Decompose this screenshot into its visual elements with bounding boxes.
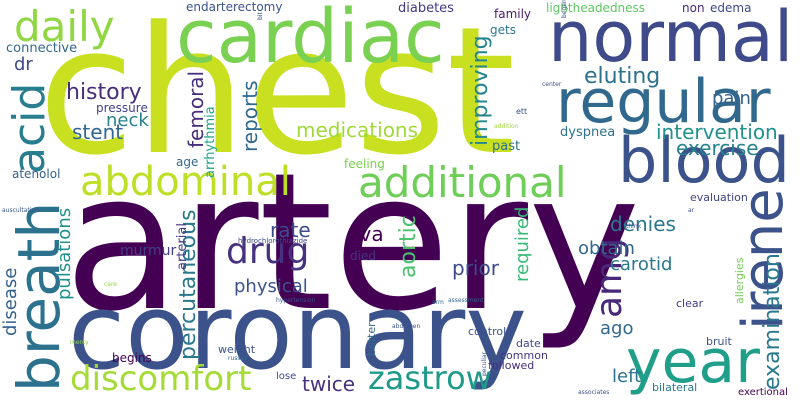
word-russell: russell [228,355,248,362]
word-aortic: aortic [396,215,421,278]
word-year: year [626,327,760,397]
word-gets: gets [490,23,516,37]
word-auscultation: auscultation [2,207,39,214]
word-pulsations: pulsations [54,207,75,300]
word-hypertension: hypertension [276,297,316,304]
word-endarterectomy: endarterectomy [186,0,283,14]
word-medications: medications [296,118,419,142]
word-dyspnea: dyspnea [560,125,616,140]
word-twice: twice [302,372,356,396]
word-examination: examination [760,253,785,390]
word-assessment: assessment [448,297,484,304]
word-normal: normal [548,0,794,78]
word-mercy: mercy [70,339,89,346]
word-non: non [682,1,705,15]
word-history: history [66,80,142,105]
word-dr: dr [14,54,33,75]
word-physical: physical [234,276,308,297]
word-think: think [626,223,642,230]
word-chest: chest [38,0,516,194]
word-discomfort: discomfort [70,359,252,399]
word-better: better [365,322,378,356]
word-left: left [612,366,642,387]
word-bit: bit [257,12,264,20]
word-zastrow: zastrow [368,359,492,397]
word-clear: clear [676,297,704,310]
word-weight: weight [218,343,256,356]
word-feeling: feeling [344,157,385,171]
word-died: died [350,249,376,263]
word-began: began [561,0,568,18]
word-arrhythmia: arrhythmia [203,106,218,178]
word-lightheadedness: lightheadedness [546,1,646,15]
word-followed: followed [488,359,535,372]
word-arterial: arterial [175,223,190,270]
word-bruit: bruit [706,335,732,348]
word-murmur: murmur [120,243,177,259]
word-bilateral: bilateral [652,381,698,394]
word-daily: daily [14,2,115,51]
word-abdomen: abdomen [392,323,421,330]
word-control: control [468,325,507,338]
word-disease: disease [0,267,21,336]
word-obtain: obtain [578,238,635,259]
word-peculiar: peculiar [481,351,488,376]
word-evaluation: evaluation [690,191,748,204]
word-past: past [492,139,521,154]
word-care: care [104,281,118,288]
word-coronary: coronary [68,271,527,393]
word-family: family [494,7,532,21]
word-diabetes: diabetes [398,1,454,16]
word-additional: additional [358,158,567,207]
word-pressure: pressure [96,101,148,115]
word-exertional: exertional [738,387,788,398]
word-arm: arm [432,299,444,306]
word-edema: edema [710,1,752,15]
word-connective: connective [6,41,78,56]
word-ar: ar [688,207,695,214]
word-intervention: intervention [656,120,778,144]
word-eluting: eluting [584,64,661,89]
word-ago: ago [600,318,634,339]
word-age: age [176,155,199,169]
word-begins: begins [112,351,152,365]
word-artery: artery [64,132,641,353]
word-common: common [500,349,548,362]
word-denies: denies [610,212,676,236]
word-neck: neck [106,110,149,131]
word-regular: regular [556,67,771,137]
word-acid: acid [4,82,55,174]
word-center: center [542,81,562,88]
word-drug: drug [226,231,310,272]
word-ett: ett [516,107,528,116]
word-stent: stent [72,120,124,144]
word-carotid: carotid [610,254,673,275]
word-reports: reports [238,80,262,152]
word-abdominal: abdominal [80,159,291,205]
word-rate: rate [270,218,311,242]
word-cardiac: cardiac [176,0,445,80]
word-date: date [516,337,541,350]
word-hydrochlorothiazide: hydrochlorothiazide [238,237,308,245]
word-lose: lose [276,371,297,382]
word-pain: pain [712,88,751,109]
word-exercise: exercise [676,136,759,160]
word-required: required [512,206,533,282]
word-iva: iva [354,222,384,246]
word-associates: associates [578,389,610,396]
word-improving: improving [468,35,493,146]
word-blood: blood [618,124,790,197]
word-atenolol: atenolol [12,167,61,181]
word-addition: addition [494,123,519,130]
word-allergies: allergies [733,257,746,305]
word-prior: prior [452,256,499,280]
